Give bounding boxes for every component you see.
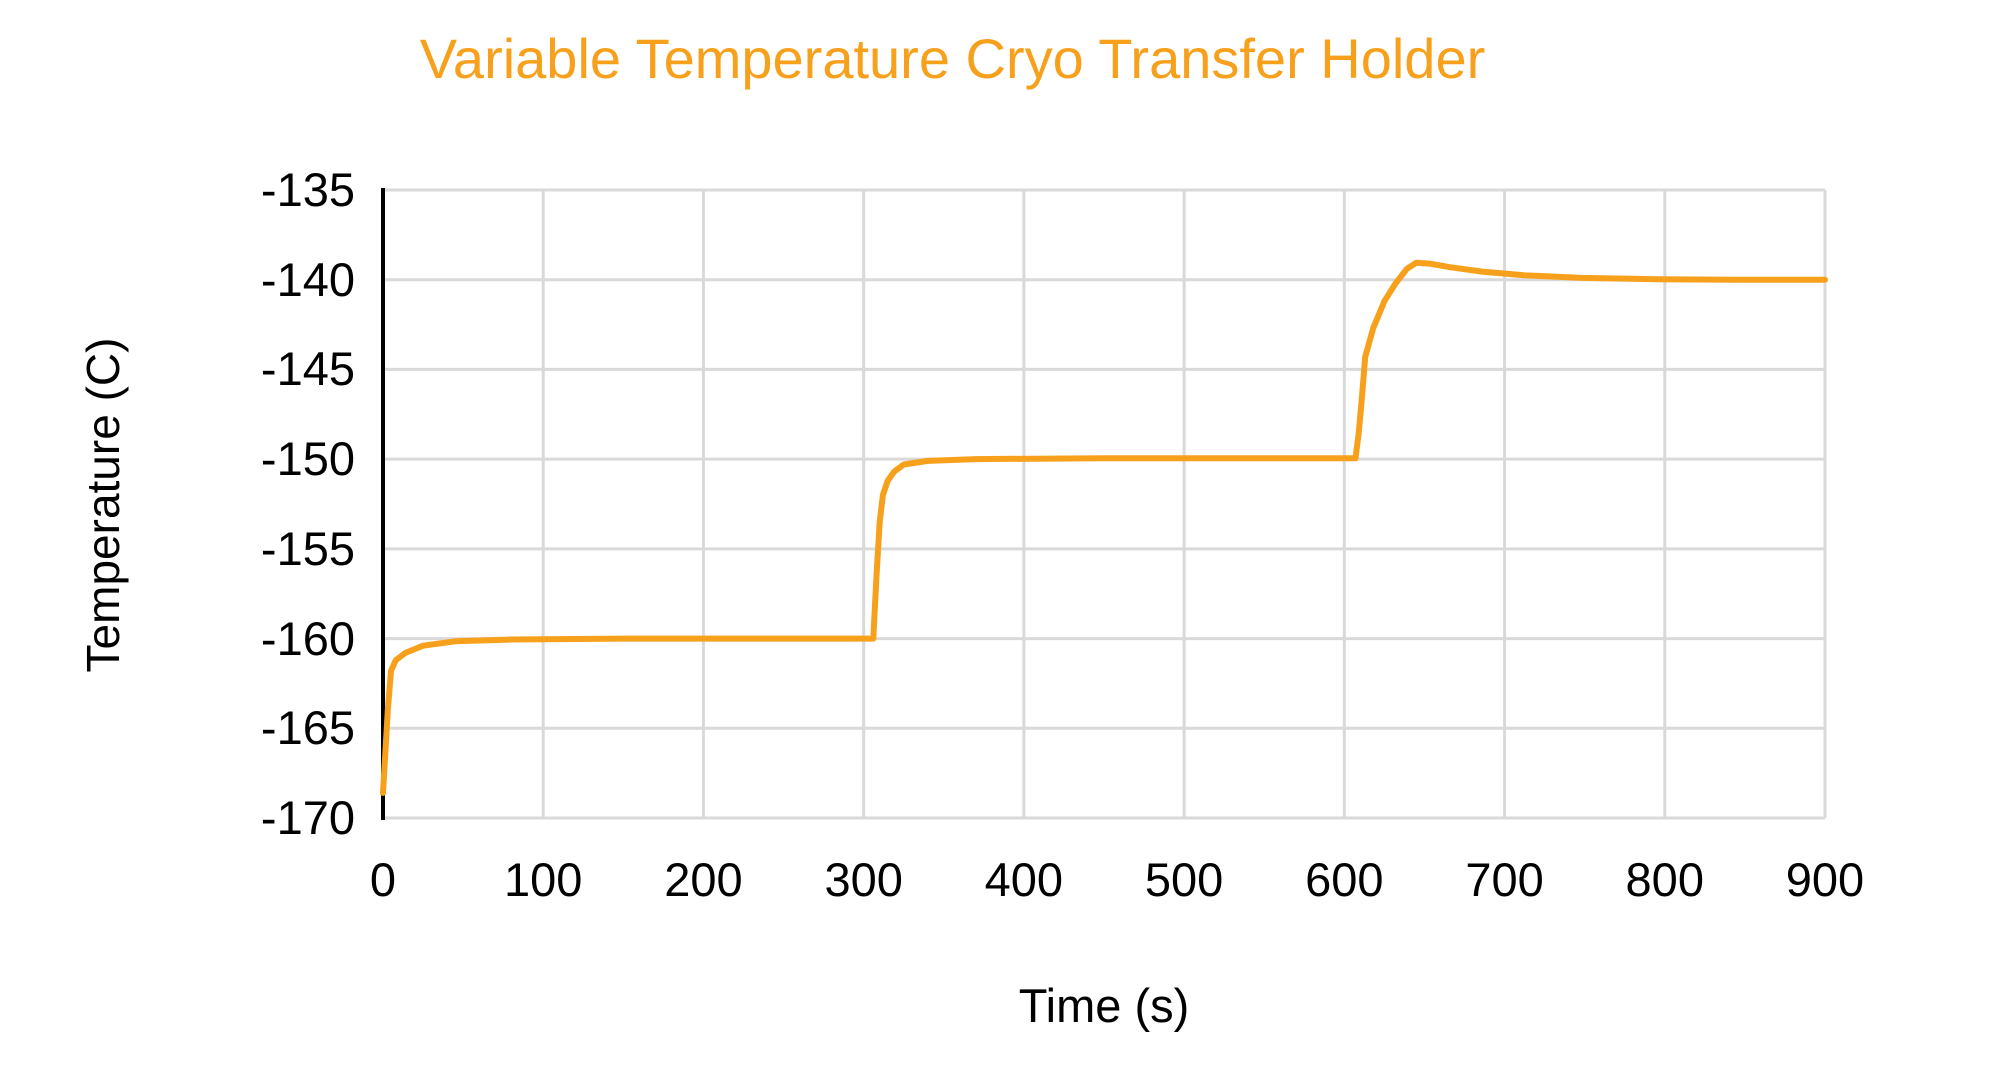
temperature-series-line xyxy=(380,259,1828,796)
x-tick-label: 0 xyxy=(369,853,397,906)
y-tick-label: -165 xyxy=(260,701,355,755)
x-axis-title: Time (s) xyxy=(1018,979,1190,1032)
chart-title: Variable Temperature Cryo Transfer Holde… xyxy=(419,27,1486,90)
x-tick-label: 700 xyxy=(1465,853,1544,906)
x-tick-label: 400 xyxy=(984,853,1064,906)
y-tick-label: -160 xyxy=(260,611,355,665)
x-tick-label: 900 xyxy=(1785,853,1865,906)
y-tick-label: -155 xyxy=(260,521,355,575)
x-tick-label: 200 xyxy=(664,853,743,906)
y-tick-label: -145 xyxy=(260,342,355,396)
x-tick-label: 600 xyxy=(1305,853,1384,906)
x-tick-label: 300 xyxy=(824,853,903,906)
y-tick-label: -150 xyxy=(260,432,355,486)
y-tick-label: -140 xyxy=(260,252,355,306)
x-tick-label: 500 xyxy=(1144,853,1224,906)
series-line-temperature xyxy=(380,259,1828,796)
gridlines xyxy=(383,188,1827,820)
y-tick-label: -135 xyxy=(260,163,355,216)
x-tick-label: 800 xyxy=(1625,853,1704,906)
y-tick-label: -170 xyxy=(260,791,355,844)
x-tick-label: 100 xyxy=(504,853,583,906)
